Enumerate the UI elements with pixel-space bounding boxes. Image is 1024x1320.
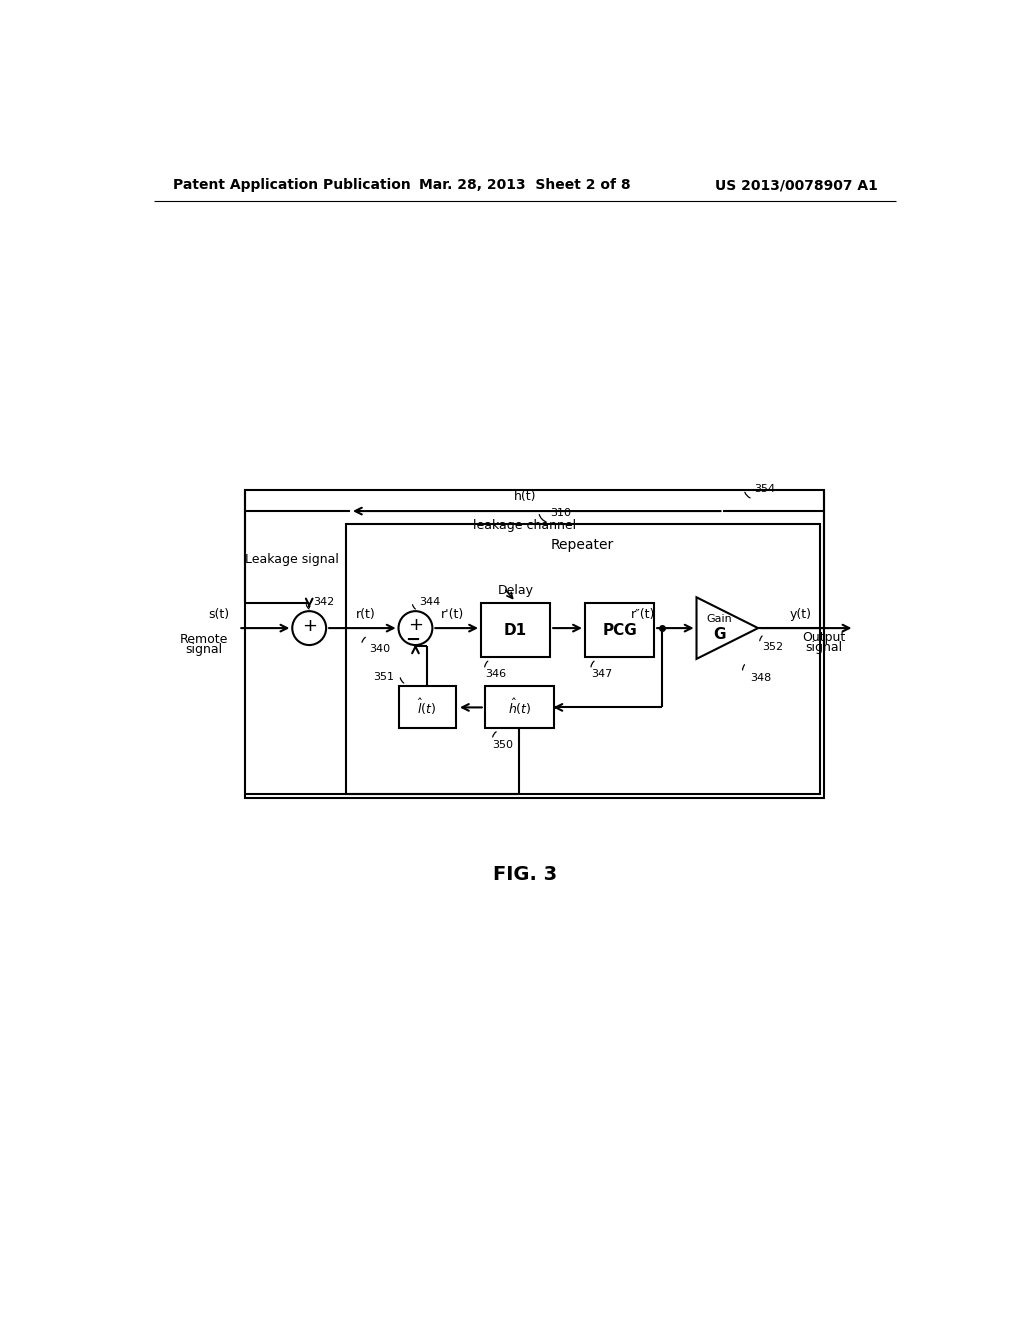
Text: G: G [714,627,726,642]
Text: $\hat{l}(t)$: $\hat{l}(t)$ [418,697,436,718]
Text: 347: 347 [591,669,612,678]
Text: PCG: PCG [602,623,637,638]
Text: +: + [302,616,316,635]
Text: signal: signal [805,640,842,653]
Text: 342: 342 [313,598,334,607]
Bar [585,603,654,657]
Text: 310: 310 [550,508,571,517]
Text: r'(t): r'(t) [440,607,464,620]
Text: 352: 352 [762,642,783,652]
Bar [398,686,457,729]
Text: $\hat{h}(t)$: $\hat{h}(t)$ [508,697,531,718]
Text: 354: 354 [755,484,775,494]
Text: 348: 348 [751,673,772,682]
Text: Gain: Gain [707,614,732,624]
Text: y(t): y(t) [790,607,811,620]
Text: Mar. 28, 2013  Sheet 2 of 8: Mar. 28, 2013 Sheet 2 of 8 [419,178,631,193]
Text: 344: 344 [419,598,440,607]
Text: Leakage signal: Leakage signal [246,553,339,566]
Circle shape [292,611,326,645]
Bar [484,686,554,729]
Text: +: + [408,616,423,634]
Text: leakage channel: leakage channel [473,519,577,532]
Text: 350: 350 [493,739,513,750]
Bar [346,524,819,793]
Text: r(t): r(t) [355,607,375,620]
Text: 340: 340 [370,644,390,653]
Bar [245,490,823,797]
Polygon shape [696,598,758,659]
Text: FIG. 3: FIG. 3 [493,865,557,884]
Text: Patent Application Publication: Patent Application Publication [173,178,411,193]
Text: Delay: Delay [498,585,534,598]
Text: h(t): h(t) [514,490,536,503]
Text: signal: signal [185,643,222,656]
Text: 346: 346 [484,669,506,678]
Text: Repeater: Repeater [551,539,614,552]
Text: Output: Output [802,631,845,644]
Circle shape [398,611,432,645]
Text: D1: D1 [504,623,527,638]
Text: 351: 351 [374,672,394,682]
Bar [481,603,550,657]
Text: s(t): s(t) [209,607,229,620]
Text: Remote: Remote [179,634,228,647]
Text: r″(t): r″(t) [631,607,654,620]
Text: US 2013/0078907 A1: US 2013/0078907 A1 [715,178,878,193]
Text: −: − [406,631,421,649]
